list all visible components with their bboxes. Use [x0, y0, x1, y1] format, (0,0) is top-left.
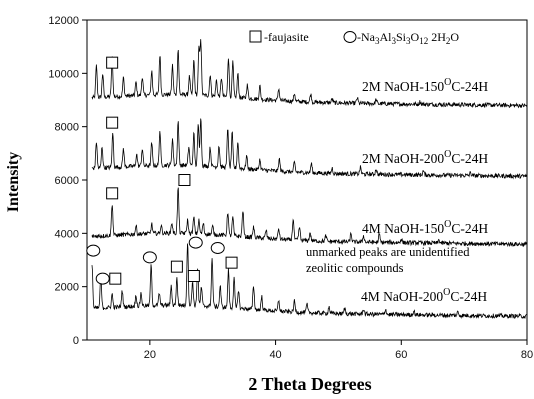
series-label-2: 2M NaOH-200OC-24H: [362, 149, 488, 166]
series-label-4: 4M NaOH-200OC-24H: [361, 287, 487, 304]
diffraction-traces: [91, 39, 528, 320]
na-phase-circle-marker: [210, 242, 225, 254]
annotation-line-1: unmarked peaks are unidentified: [306, 245, 470, 259]
na-phase-circle-marker: [142, 251, 157, 264]
x-tick-label: 80: [521, 349, 533, 361]
y-tick-label: 0: [73, 335, 79, 347]
phase-markers: [86, 56, 238, 285]
x-axis-title: 2 Theta Degrees: [248, 374, 371, 394]
series-label-3: 4M NaOH-150OC-24H: [362, 219, 488, 236]
y-tick-label: 10000: [48, 68, 79, 80]
y-axis-title: Intensity: [5, 152, 22, 212]
faujasite-square-marker: [225, 256, 238, 269]
legend: -faujasite -Na3Al3Si3O12 2H2O: [249, 30, 459, 46]
y-tick-label: 6000: [55, 175, 79, 187]
y-tick-label: 8000: [55, 122, 79, 134]
trace-series-3: [91, 187, 528, 248]
faujasite-square-marker: [106, 56, 119, 69]
y-axis: 0 2000 4000 6000 8000 10000 12000: [48, 15, 87, 347]
na-phase-circle-marker: [188, 236, 203, 249]
y-tick-label: 12000: [48, 15, 79, 27]
annotation-line-2: zeolitic compounds: [306, 261, 404, 275]
trace-series-4: [91, 243, 527, 320]
legend-square-icon: [249, 30, 262, 43]
na-phase-circle-marker: [95, 272, 110, 285]
faujasite-square-marker: [187, 270, 200, 282]
trace-series-2: [91, 118, 528, 180]
faujasite-square-marker: [109, 272, 122, 285]
na-phase-circle-marker: [86, 244, 101, 257]
legend-faujasite-label: -faujasite: [264, 30, 309, 44]
legend-circle-icon: [343, 31, 357, 43]
faujasite-square-marker: [178, 174, 191, 186]
x-axis: 20 40 60 80: [144, 340, 533, 361]
x-tick-label: 60: [395, 349, 407, 361]
legend-na-formula-label: -Na3Al3Si3O12 2H2O: [357, 30, 459, 46]
series-labels: 2M NaOH-150OC-24H 2M NaOH-200OC-24H 4M NaO…: [361, 77, 488, 304]
faujasite-square-marker: [106, 187, 119, 200]
faujasite-square-marker: [170, 260, 183, 273]
faujasite-square-marker: [106, 116, 119, 129]
y-tick-label: 2000: [55, 282, 79, 294]
x-tick-label: 40: [269, 349, 281, 361]
y-tick-label: 4000: [55, 228, 79, 240]
x-tick-label: 20: [144, 349, 156, 361]
series-label-1: 2M NaOH-150OC-24H: [362, 77, 488, 94]
trace-series-1: [91, 39, 528, 109]
